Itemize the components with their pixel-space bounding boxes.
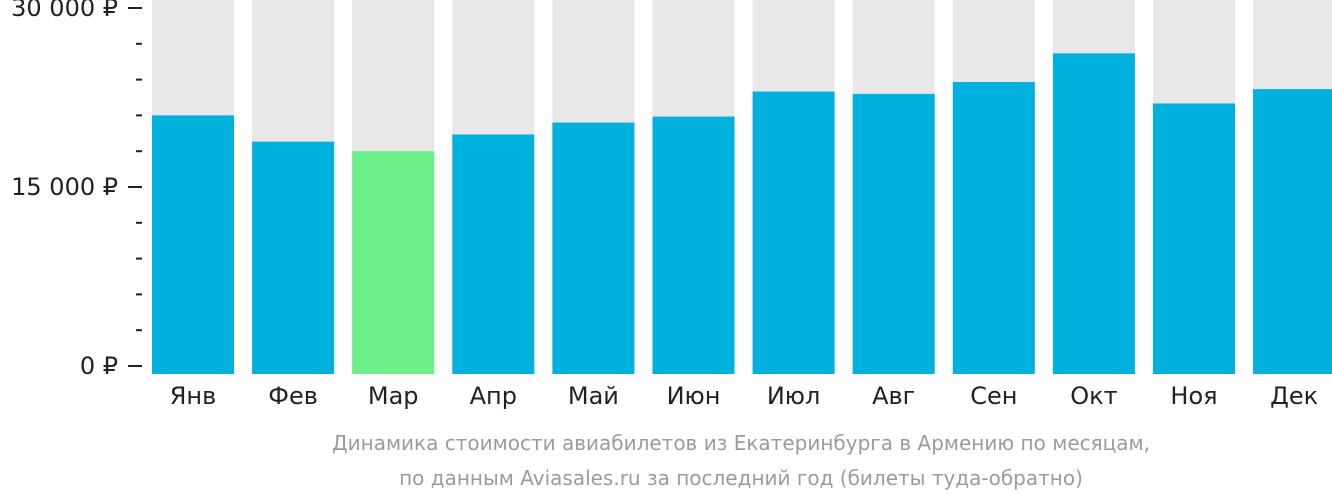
y-tick-label: 30 000 ₽ <box>11 0 118 22</box>
x-tick-label: Фев <box>268 382 318 410</box>
bar-7[interactable] <box>752 91 835 375</box>
caption-line-2: по данным Aviasales.ru за последний год … <box>399 466 1083 490</box>
bar-9[interactable] <box>952 81 1035 374</box>
x-tick-label: Окт <box>1070 382 1117 410</box>
bar-2[interactable] <box>252 141 335 374</box>
bar-3[interactable] <box>352 151 435 374</box>
x-tick-label: Июл <box>767 382 821 410</box>
bar-5[interactable] <box>552 122 635 374</box>
x-tick-label: Июн <box>667 382 721 410</box>
caption-line-1: Динамика стоимости авиабилетов из Екатер… <box>332 431 1150 455</box>
x-tick-label: Ноя <box>1170 382 1217 410</box>
x-tick-label: Сен <box>970 382 1017 410</box>
x-tick-label: Дек <box>1270 382 1318 410</box>
x-tick-label: Янв <box>170 382 217 410</box>
x-tick-label: Май <box>568 382 619 410</box>
bar-11[interactable] <box>1153 103 1235 374</box>
bar-1[interactable] <box>152 115 234 375</box>
x-tick-label: Апр <box>470 382 517 410</box>
bar-6[interactable] <box>652 116 735 375</box>
bar-12[interactable] <box>1253 89 1332 374</box>
y-tick-label: 0 ₽ <box>80 352 118 380</box>
y-tick-label: 15 000 ₽ <box>11 173 118 201</box>
bar-8[interactable] <box>852 93 935 375</box>
bar-10[interactable] <box>1052 53 1135 374</box>
bars-group <box>152 0 1332 375</box>
bar-4[interactable] <box>452 134 535 374</box>
x-axis: Янв Фев Мар Апр Май Июн Июл Авг Сен Окт Ноя Дек <box>170 382 1318 410</box>
x-tick-label: Авг <box>872 382 915 410</box>
y-axis: 0 ₽ 15 000 ₽ 30 000 ₽ <box>11 0 142 380</box>
x-tick-label: Мар <box>368 382 419 410</box>
